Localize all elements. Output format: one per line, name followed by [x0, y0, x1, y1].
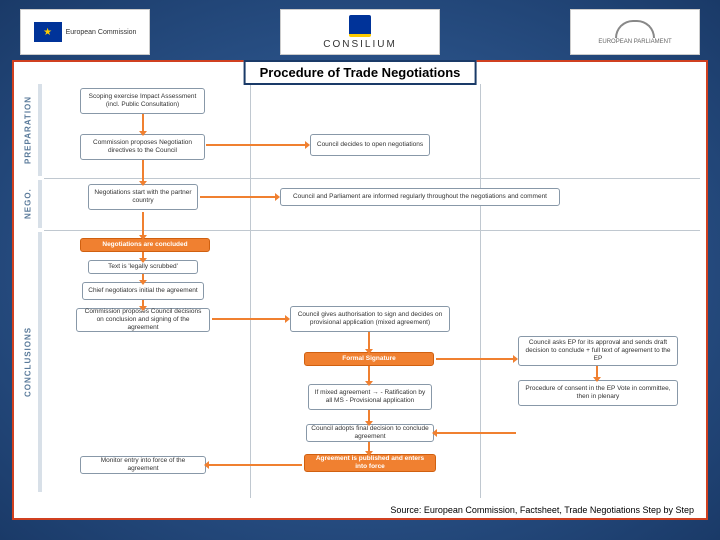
arrow-9 — [368, 332, 370, 350]
ec-logo: European Commission — [20, 9, 150, 55]
ep-logo: EUROPEAN PARLIAMENT — [570, 9, 700, 55]
arrow-3 — [200, 196, 276, 198]
consilium-logo: CONSILIUM — [280, 9, 440, 55]
arrow-1 — [206, 144, 306, 146]
node-monitor: Monitor entry into force of the agreemen… — [80, 456, 206, 474]
col-divider-0 — [250, 84, 251, 498]
node-council_open: Council decides to open negotiations — [310, 134, 430, 156]
source-line: Source: European Commission, Factsheet, … — [388, 505, 696, 515]
node-published: Agreement is published and enters into f… — [304, 454, 436, 472]
node-neg_start: Negotiations start with the partner coun… — [88, 184, 198, 210]
chart-area: PREPARATION NEGO. CONCLUSIONS Scoping exerc… — [20, 84, 700, 498]
node-ep_consent: Procedure of consent in the EP Vote in c… — [518, 380, 678, 406]
arrow-12 — [368, 366, 370, 382]
phase-label-preparation: PREPARATION — [20, 84, 36, 176]
node-council_auth: Council gives authorisation to sign and … — [290, 306, 450, 332]
phase-bar-preparation — [38, 84, 42, 176]
node-informed: Council and Parliament are informed regu… — [280, 188, 560, 206]
phase-label-conclusions: CONCLUSIONS — [20, 232, 36, 492]
node-mixed_ratif: If mixed agreement → - Ratification by a… — [308, 384, 432, 410]
col-divider-1 — [480, 84, 481, 498]
diagram-title: Procedure of Trade Negotiations — [244, 60, 477, 85]
ec-logo-label: European Commission — [66, 29, 137, 36]
consilium-icon — [349, 15, 371, 37]
slide-frame: European Commission CONSILIUM EUROPEAN P… — [0, 0, 720, 540]
arrow-7 — [142, 300, 144, 307]
arrow-2 — [142, 160, 144, 182]
arrow-13 — [368, 410, 370, 422]
ep-arc-icon — [615, 20, 655, 38]
phase-label-nego: NEGO. — [20, 180, 36, 228]
diagram-panel: Procedure of Trade Negotiations PREPARAT… — [12, 60, 708, 520]
arrow-15 — [368, 442, 370, 452]
ep-logo-label: EUROPEAN PARLIAMENT — [598, 39, 671, 45]
arrow-5 — [142, 252, 144, 259]
node-comm_prop2: Commission proposes Council decisions on… — [76, 308, 210, 332]
node-neg_concl: Negotiations are concluded — [80, 238, 210, 252]
logo-bar: European Commission CONSILIUM EUROPEAN P… — [20, 6, 700, 58]
eu-flag-icon — [34, 22, 62, 42]
node-council_final: Council adopts final decision to conclud… — [306, 424, 434, 442]
arrow-16 — [208, 464, 302, 466]
arrow-10 — [436, 358, 514, 360]
consilium-logo-label: CONSILIUM — [323, 39, 397, 50]
node-formal_sig: Formal Signature — [304, 352, 434, 366]
arrow-8 — [212, 318, 286, 320]
node-council_asks: Council asks EP for its approval and sen… — [518, 336, 678, 366]
node-scoping: Scoping exercise Impact Assessment (incl… — [80, 88, 205, 114]
arrow-11 — [596, 366, 598, 378]
arrow-0 — [142, 114, 144, 132]
arrow-4 — [142, 212, 144, 236]
phase-bar-nego — [38, 180, 42, 228]
arrow-14 — [436, 432, 516, 434]
node-comm_prop: Commission proposes Negotiation directiv… — [80, 134, 205, 160]
arrow-6 — [142, 274, 144, 281]
phase-bar-conclusions — [38, 232, 42, 492]
